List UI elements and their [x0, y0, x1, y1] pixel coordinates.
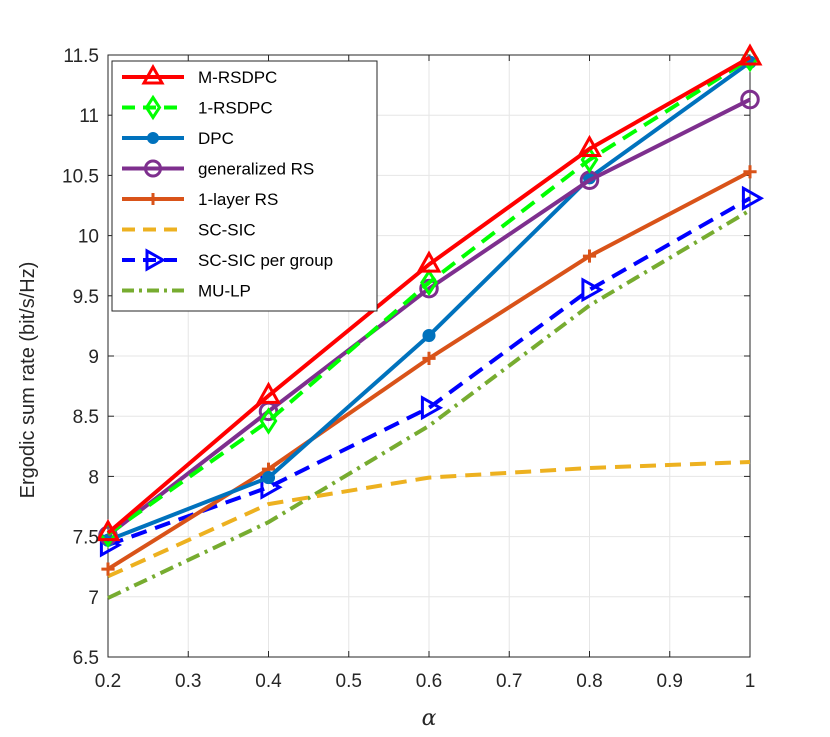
legend-item: M-RSDPC: [122, 63, 277, 87]
x-tick-label: 0.5: [336, 671, 362, 692]
series-group: [95, 43, 765, 600]
data-point: [416, 250, 442, 273]
legend-item: 1-layer RS: [122, 190, 278, 209]
legend: M-RSDPC 1-RSDPC DPC generalized RS 1-layer R…: [111, 60, 378, 312]
x-tick-label: 0.9: [657, 671, 683, 692]
series-sc-sic: [107, 459, 751, 579]
legend-item: SC-SIC per group: [122, 248, 333, 272]
x-tick-label: 0.7: [496, 671, 522, 692]
x-tick-label: 0.8: [576, 671, 602, 692]
data-point: [261, 471, 276, 485]
x-tick-label: 1: [745, 671, 756, 692]
x-tick-label: 0.3: [175, 671, 201, 692]
legend-label: 1-layer RS: [198, 190, 278, 209]
legend-item: 1-RSDPC: [122, 94, 273, 121]
y-tick-label: 8.5: [73, 407, 99, 428]
data-point: [147, 132, 159, 144]
data-point: [144, 159, 162, 178]
grid: [107, 54, 751, 658]
series-m-rsdpc: [95, 43, 763, 542]
y-tick-label: 11: [79, 106, 99, 127]
y-axis-label: Ergodic sum rate (bit/s/Hz): [17, 262, 39, 499]
y-tick-label: 11.5: [63, 46, 99, 67]
data-point: [145, 248, 167, 272]
y-tick-label: 9: [88, 347, 99, 368]
series-line: [107, 196, 751, 547]
x-tick-label: 0.2: [95, 671, 121, 692]
data-point: [101, 562, 115, 576]
data-point: [740, 89, 760, 110]
series-1-layer-rs: [101, 165, 757, 576]
series-line: [106, 56, 752, 536]
series-line: [107, 459, 751, 579]
legend-label: SC-SIC per group: [198, 251, 333, 270]
data-point: [256, 381, 281, 404]
y-tick-label: 7.5: [73, 528, 99, 549]
y-tick-label: 6.5: [73, 648, 99, 669]
legend-label: M-RSDPC: [198, 68, 277, 87]
data-point: [582, 249, 597, 263]
y-tick-label: 10: [78, 227, 99, 248]
legend-label: 1-RSDPC: [198, 99, 273, 118]
legend-label: SC-SIC: [198, 221, 256, 240]
data-point: [95, 518, 121, 542]
y-tick-label: 8: [88, 467, 99, 488]
series-mu-lp: [107, 208, 752, 600]
data-point: [420, 395, 444, 421]
data-point: [259, 407, 278, 435]
y-tick-label: 7: [88, 588, 99, 609]
data-point: [141, 63, 165, 85]
data-point: [581, 277, 604, 303]
series-line: [107, 208, 752, 600]
x-tick-label: 0.4: [255, 671, 282, 692]
data-point: [420, 268, 438, 297]
legend-item: generalized RS: [122, 159, 314, 179]
tick-labels: 0.2 0.3 0.4 0.5 0.6 0.7 0.8 0.9 1 6.5 7 7.5 8 8.5 9 9.5…: [62, 46, 755, 692]
legend-item: SC-SIC: [122, 221, 256, 240]
data-point: [422, 351, 436, 366]
data-point: [422, 328, 436, 343]
legend-label: DPC: [198, 129, 234, 148]
legend-item: DPC: [122, 129, 234, 148]
y-tick-label: 9.5: [73, 287, 99, 308]
legend-label: generalized RS: [198, 160, 314, 179]
data-point: [147, 193, 159, 205]
y-tick-label: 10.5: [62, 166, 99, 187]
series-line: [106, 55, 751, 535]
x-axis-label: α: [422, 706, 437, 731]
data-point: [577, 134, 602, 158]
x-tick-label: 0.6: [416, 671, 442, 692]
series-line: [106, 97, 751, 537]
data-point: [743, 165, 757, 179]
legend-item: MU-LP: [122, 282, 251, 301]
data-point: [144, 94, 162, 121]
legend-label: MU-LP: [198, 282, 251, 301]
data-point: [741, 185, 765, 211]
data-point: [737, 43, 763, 66]
